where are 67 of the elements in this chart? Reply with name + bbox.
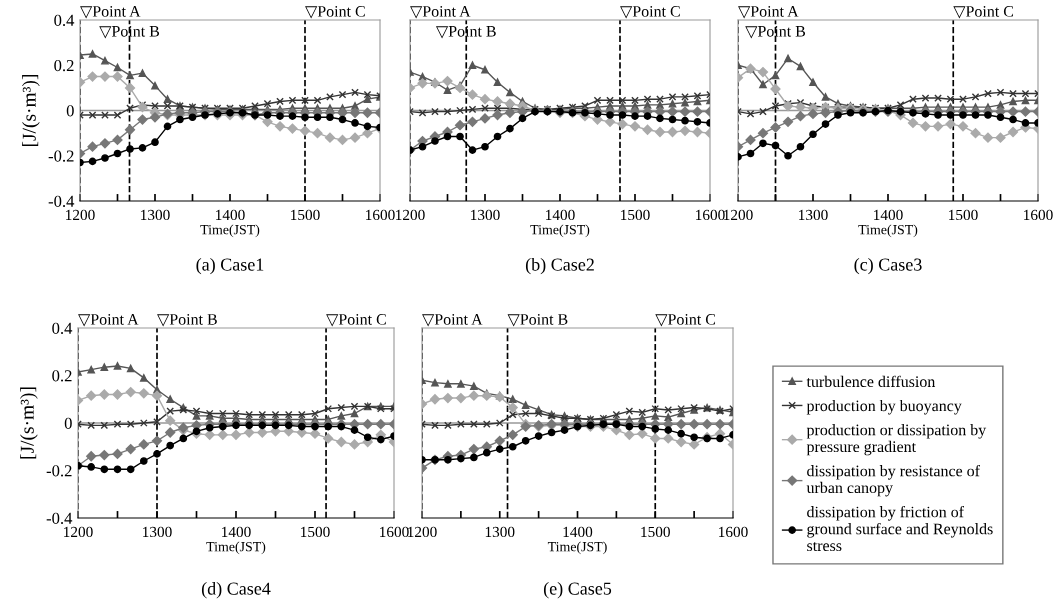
y-tick-label: 0.2 xyxy=(52,370,72,382)
x-tick-label: 1400 xyxy=(216,209,245,221)
x-axis-title: Time(JST) xyxy=(530,224,590,238)
ref-line-label: ▽Point A xyxy=(738,6,799,19)
x-tick-label: 1600 xyxy=(1024,209,1053,221)
ref-line-label: ▽Point C xyxy=(620,6,680,19)
x-tick-label: 1600 xyxy=(696,209,725,221)
ref-line-label: ▽Point B xyxy=(507,314,568,327)
ref-line-label: ▽Point B xyxy=(99,25,160,39)
x-axis-title: Time(JST) xyxy=(206,541,266,555)
y-tick-label: 0.4 xyxy=(54,14,75,27)
text: (d) Case4 xyxy=(201,582,271,599)
x-tick-label: 1400 xyxy=(546,209,575,221)
x-tick-label: 1300 xyxy=(141,209,170,221)
y-tick-label: -0.2 xyxy=(46,465,72,477)
y-tick-label: 0 xyxy=(66,105,74,117)
y-tick-label: 0.2 xyxy=(54,59,74,72)
x-tick-label: 1200 xyxy=(408,526,437,538)
x-tick-label: 1500 xyxy=(949,209,978,221)
y-tick-label: -0.4 xyxy=(46,512,73,525)
ref-line-label: ▽Point A xyxy=(410,6,471,19)
x-tick-label: 1500 xyxy=(641,526,670,538)
x-tick-label: 1600 xyxy=(366,209,395,221)
text: (b) Case2 xyxy=(525,257,594,275)
legend-label: production by buoyancy xyxy=(806,399,962,415)
x-tick-label: 1300 xyxy=(471,209,500,221)
x-tick-label: 1400 xyxy=(563,526,593,538)
x-tick-label: 1500 xyxy=(621,209,650,221)
ref-line-label: ▽Point B xyxy=(157,314,217,327)
y-tick-label: -0.2 xyxy=(48,150,74,162)
x-tick-label: 1200 xyxy=(724,209,753,221)
y-tick-label: -0.4 xyxy=(48,195,75,208)
ref-line-label: ▽Point C xyxy=(326,314,386,327)
x-tick-label: 1400 xyxy=(222,526,251,538)
y-tick-label: 0.4 xyxy=(52,322,73,335)
ref-line-label: ▽Point A xyxy=(78,314,139,327)
y-axis-title: [J/(s·m³)] xyxy=(20,387,38,459)
legend-label: dissipation by resistance of urban canopy xyxy=(806,464,980,497)
ref-line-label: ▽Point B xyxy=(435,25,496,39)
x-tick-label: 1500 xyxy=(291,209,320,221)
x-tick-label: 1600 xyxy=(719,526,748,538)
y-axis-title: [J/(s·m³)] xyxy=(22,75,40,146)
x-axis-title: Time(JST) xyxy=(858,224,918,238)
text: (c) Case3 xyxy=(854,257,922,275)
ref-line-label: ▽Point A xyxy=(80,6,141,19)
x-tick-label: 1300 xyxy=(485,526,515,538)
x-tick-label: 1200 xyxy=(396,209,425,221)
ref-line-label: ▽Point B xyxy=(745,25,806,39)
x-tick-label: 1300 xyxy=(143,526,172,538)
x-axis-title: Time(JST) xyxy=(547,541,607,555)
x-tick-label: 1200 xyxy=(66,209,95,221)
legend-label: turbulence diffusion xyxy=(806,375,936,388)
x-axis-title: Time(JST) xyxy=(200,224,260,238)
ref-line-label: ▽Point A xyxy=(422,314,483,327)
text: (a) Case1 xyxy=(196,257,264,275)
x-tick-label: 1300 xyxy=(799,209,828,221)
ref-line-label: ▽Point C xyxy=(655,314,716,327)
x-tick-label: 1500 xyxy=(301,526,330,538)
ref-line-label: ▽Point C xyxy=(953,6,1014,19)
legend-label: production or dissipation by pressure gradient xyxy=(806,424,987,456)
x-tick-label: 1600 xyxy=(380,526,409,538)
x-tick-label: 1400 xyxy=(874,209,903,221)
ref-line-label: ▽Point C xyxy=(305,6,365,19)
y-tick-label: 0 xyxy=(64,417,72,429)
text: (e) Case5 xyxy=(543,582,612,599)
legend-label: dissipation by friction of ground surface and Reynolds stress xyxy=(807,505,993,552)
x-tick-label: 1200 xyxy=(64,526,93,538)
